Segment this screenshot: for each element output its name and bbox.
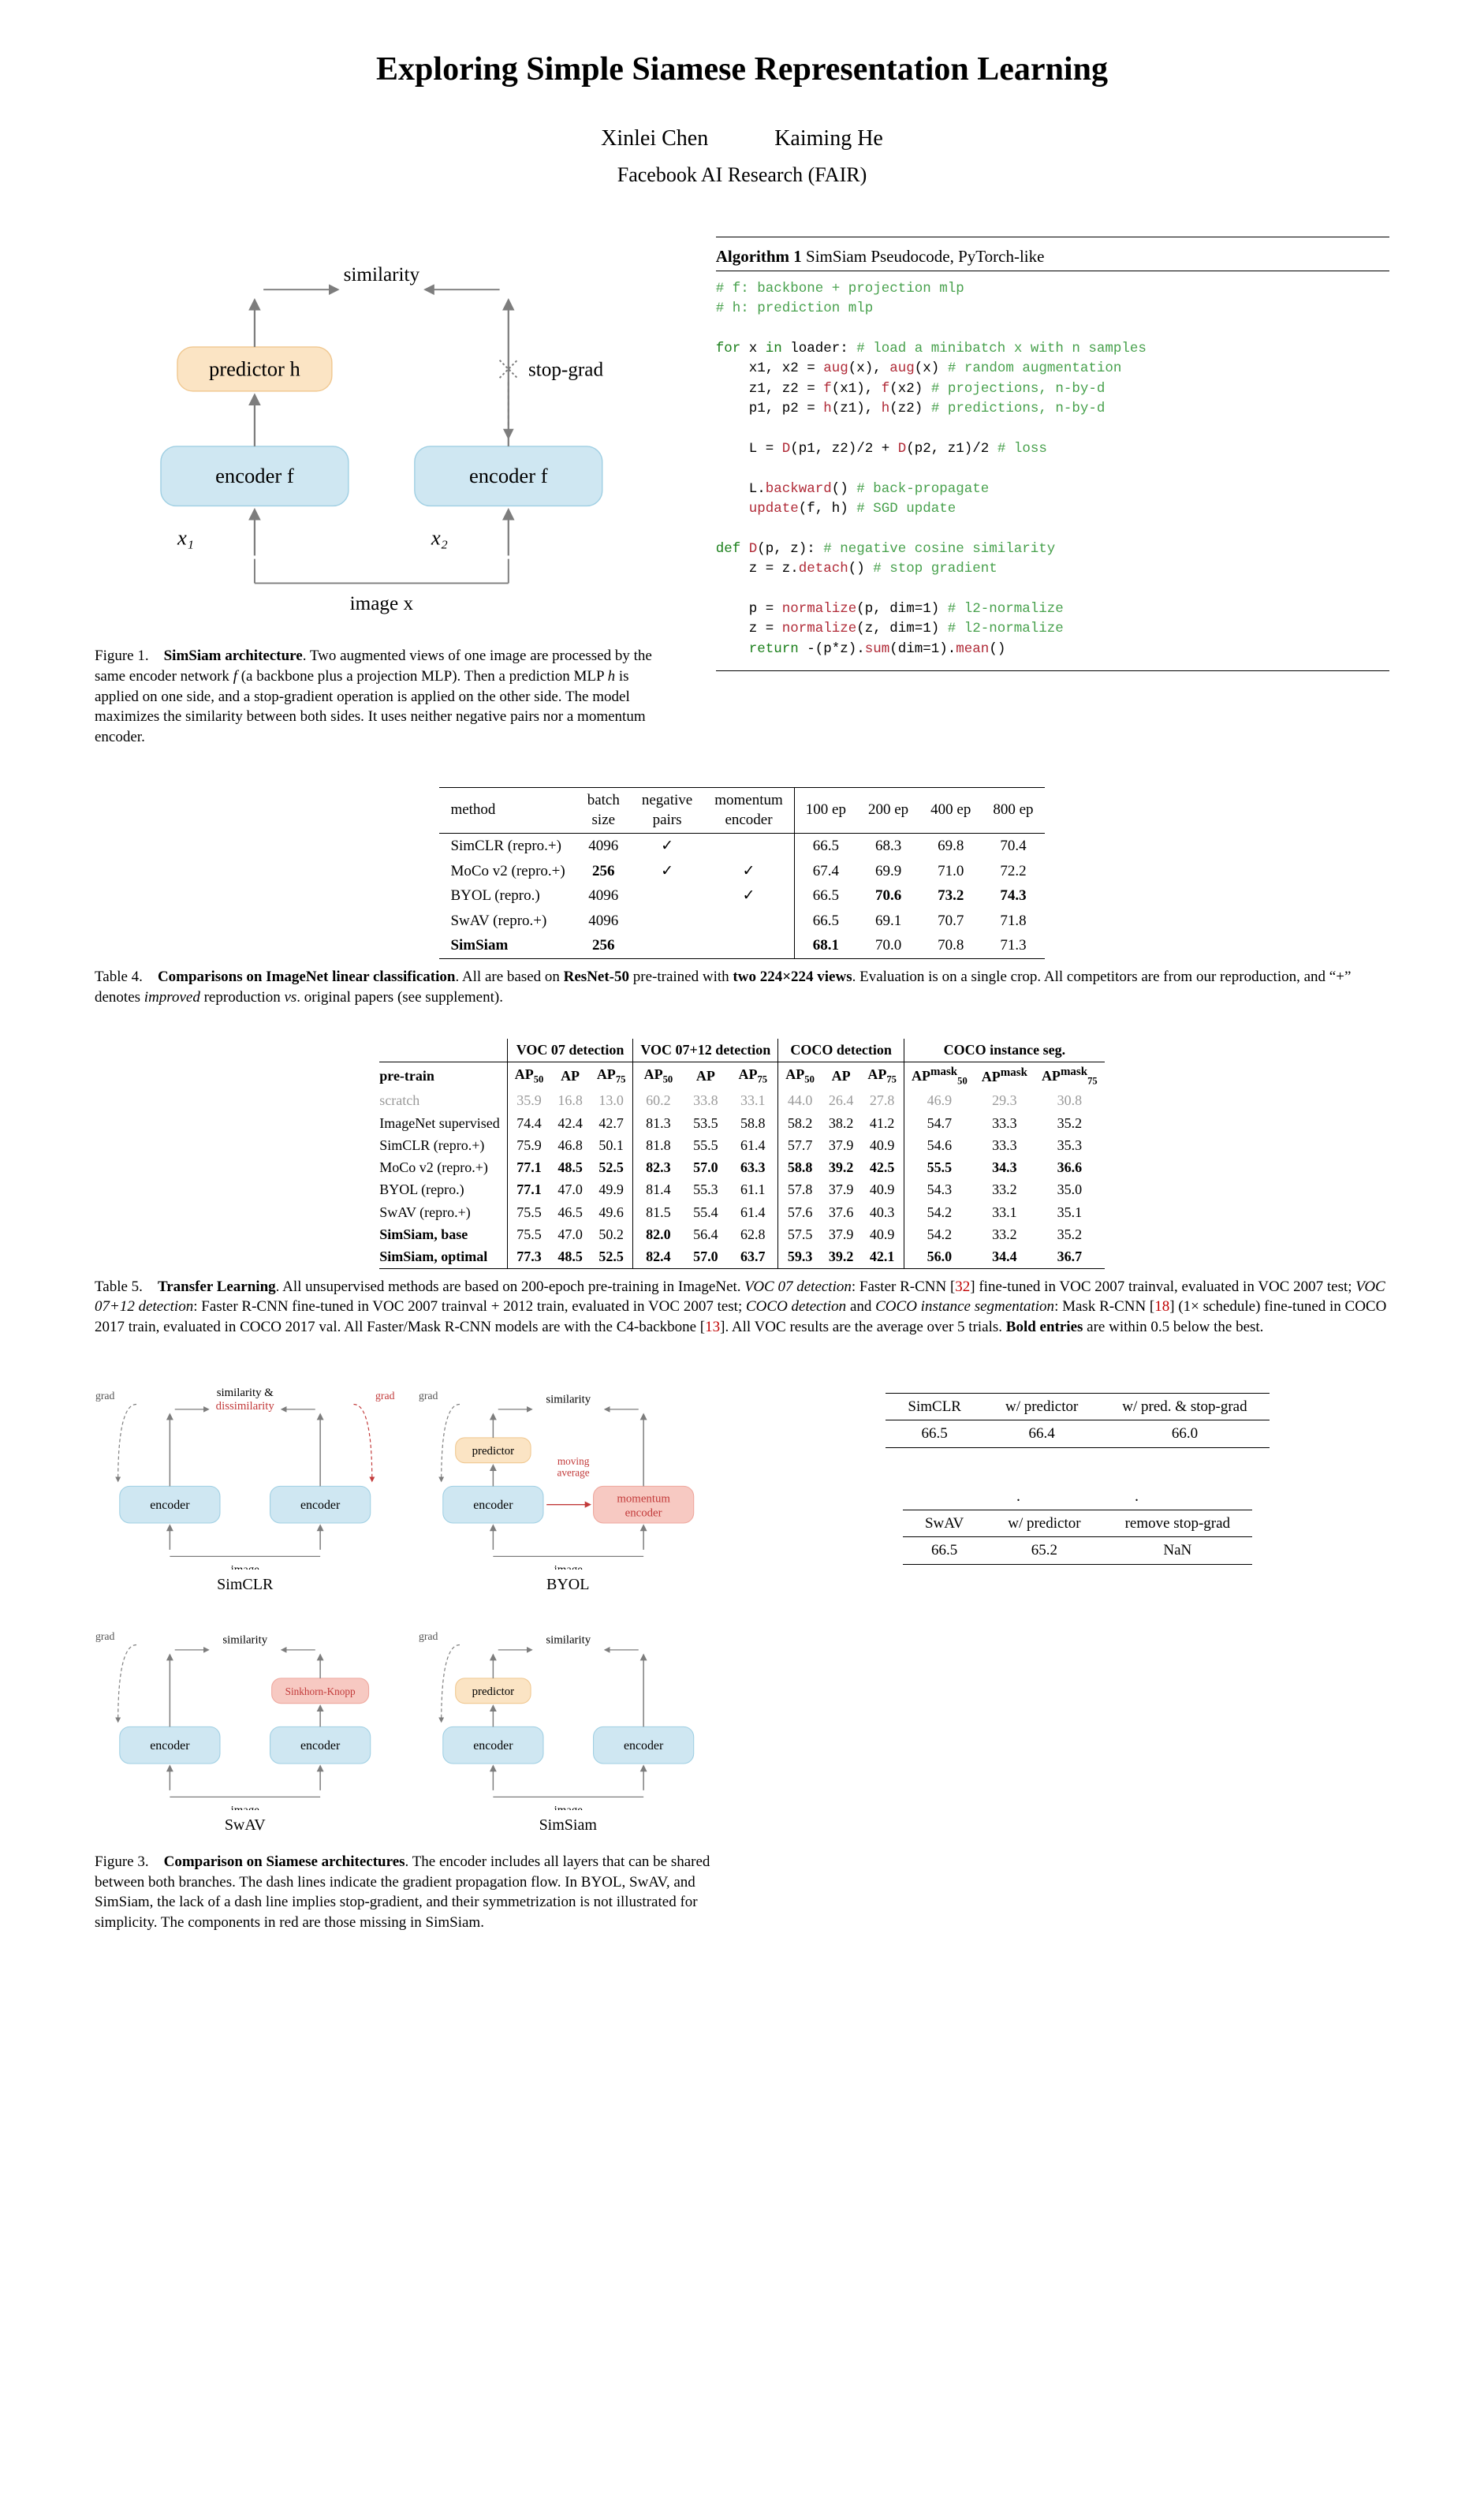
- algorithm-title: Algorithm 1 SimSiam Pseudocode, PyTorch-…: [716, 242, 1389, 271]
- svg-text:similarity &: similarity &: [217, 1386, 274, 1398]
- svg-text:similarity: similarity: [344, 264, 420, 286]
- svg-text:moving: moving: [557, 1454, 589, 1466]
- svg-text:grad: grad: [95, 1390, 115, 1402]
- svg-text:momentum: momentum: [617, 1492, 670, 1505]
- mini-table-swav: SwAVw/ predictorremove stop-grad66.565.2…: [903, 1510, 1252, 1565]
- svg-text:image: image: [554, 1804, 583, 1810]
- svg-text:x₁: x₁: [177, 525, 194, 549]
- svg-text:encoder f: encoder f: [215, 464, 294, 487]
- svg-text:grad: grad: [418, 1630, 438, 1642]
- figure-1: encoder f encoder f predictor h similarity s…: [95, 237, 669, 640]
- figure-3: encoder encoder similarity &dissimilarity g…: [95, 1369, 718, 1842]
- svg-text:similarity: similarity: [222, 1633, 267, 1646]
- svg-text:grad: grad: [418, 1390, 438, 1402]
- authors: Xinlei Chen Kaiming He: [95, 124, 1389, 154]
- svg-text:image x: image x: [350, 593, 414, 614]
- svg-text:x₂: x₂: [431, 525, 448, 549]
- svg-text:similarity: similarity: [546, 1633, 591, 1646]
- mini-table-simclr: SimCLRw/ predictorw/ pred. & stop-grad66…: [886, 1393, 1269, 1448]
- svg-text:encoder f: encoder f: [469, 464, 548, 487]
- svg-text:predictor: predictor: [472, 1445, 514, 1458]
- svg-text:encoder: encoder: [300, 1739, 341, 1753]
- algorithm-code: # f: backbone + projection mlp # h: pred…: [716, 279, 1389, 659]
- svg-text:encoder: encoder: [473, 1499, 513, 1512]
- table-5-caption: Table 5. Transfer Learning. All unsuperv…: [95, 1277, 1389, 1338]
- svg-text:predictor h: predictor h: [209, 356, 300, 380]
- table-4-caption: Table 4. Comparisons on ImageNet linear …: [95, 967, 1389, 1007]
- algorithm-1: Algorithm 1 SimSiam Pseudocode, PyTorch-…: [716, 237, 1389, 671]
- svg-text:encoder: encoder: [623, 1739, 663, 1753]
- figure-1-caption: Figure 1. SimSiam architecture. Two augm…: [95, 646, 669, 747]
- svg-text:image: image: [231, 1804, 260, 1810]
- svg-text:stop-grad: stop-grad: [528, 359, 603, 380]
- affiliation: Facebook AI Research (FAIR): [95, 161, 1389, 189]
- svg-text:grad: grad: [375, 1390, 395, 1402]
- svg-text:grad: grad: [95, 1630, 115, 1642]
- svg-text:dissimilarity: dissimilarity: [216, 1399, 275, 1412]
- svg-text:Sinkhorn-Knopp: Sinkhorn-Knopp: [285, 1685, 356, 1697]
- table-5: VOC 07 detectionVOC 07+12 detectionCOCO …: [95, 1039, 1389, 1268]
- svg-text:image: image: [231, 1563, 260, 1570]
- svg-text:image: image: [554, 1563, 583, 1570]
- svg-text:predictor: predictor: [472, 1685, 514, 1698]
- svg-text:similarity: similarity: [546, 1393, 591, 1405]
- svg-text:average: average: [557, 1466, 589, 1478]
- figure-3-caption: Figure 3. Comparison on Siamese architec…: [95, 1852, 718, 1933]
- svg-text:encoder: encoder: [300, 1499, 341, 1512]
- svg-text:encoder: encoder: [150, 1739, 190, 1753]
- table-4: methodbatchsizenegativepairsmomentumenco…: [95, 787, 1389, 959]
- svg-text:encoder: encoder: [625, 1506, 662, 1519]
- paper-title: Exploring Simple Siamese Representation …: [95, 47, 1389, 92]
- svg-text:encoder: encoder: [150, 1499, 190, 1512]
- svg-text:encoder: encoder: [473, 1739, 513, 1753]
